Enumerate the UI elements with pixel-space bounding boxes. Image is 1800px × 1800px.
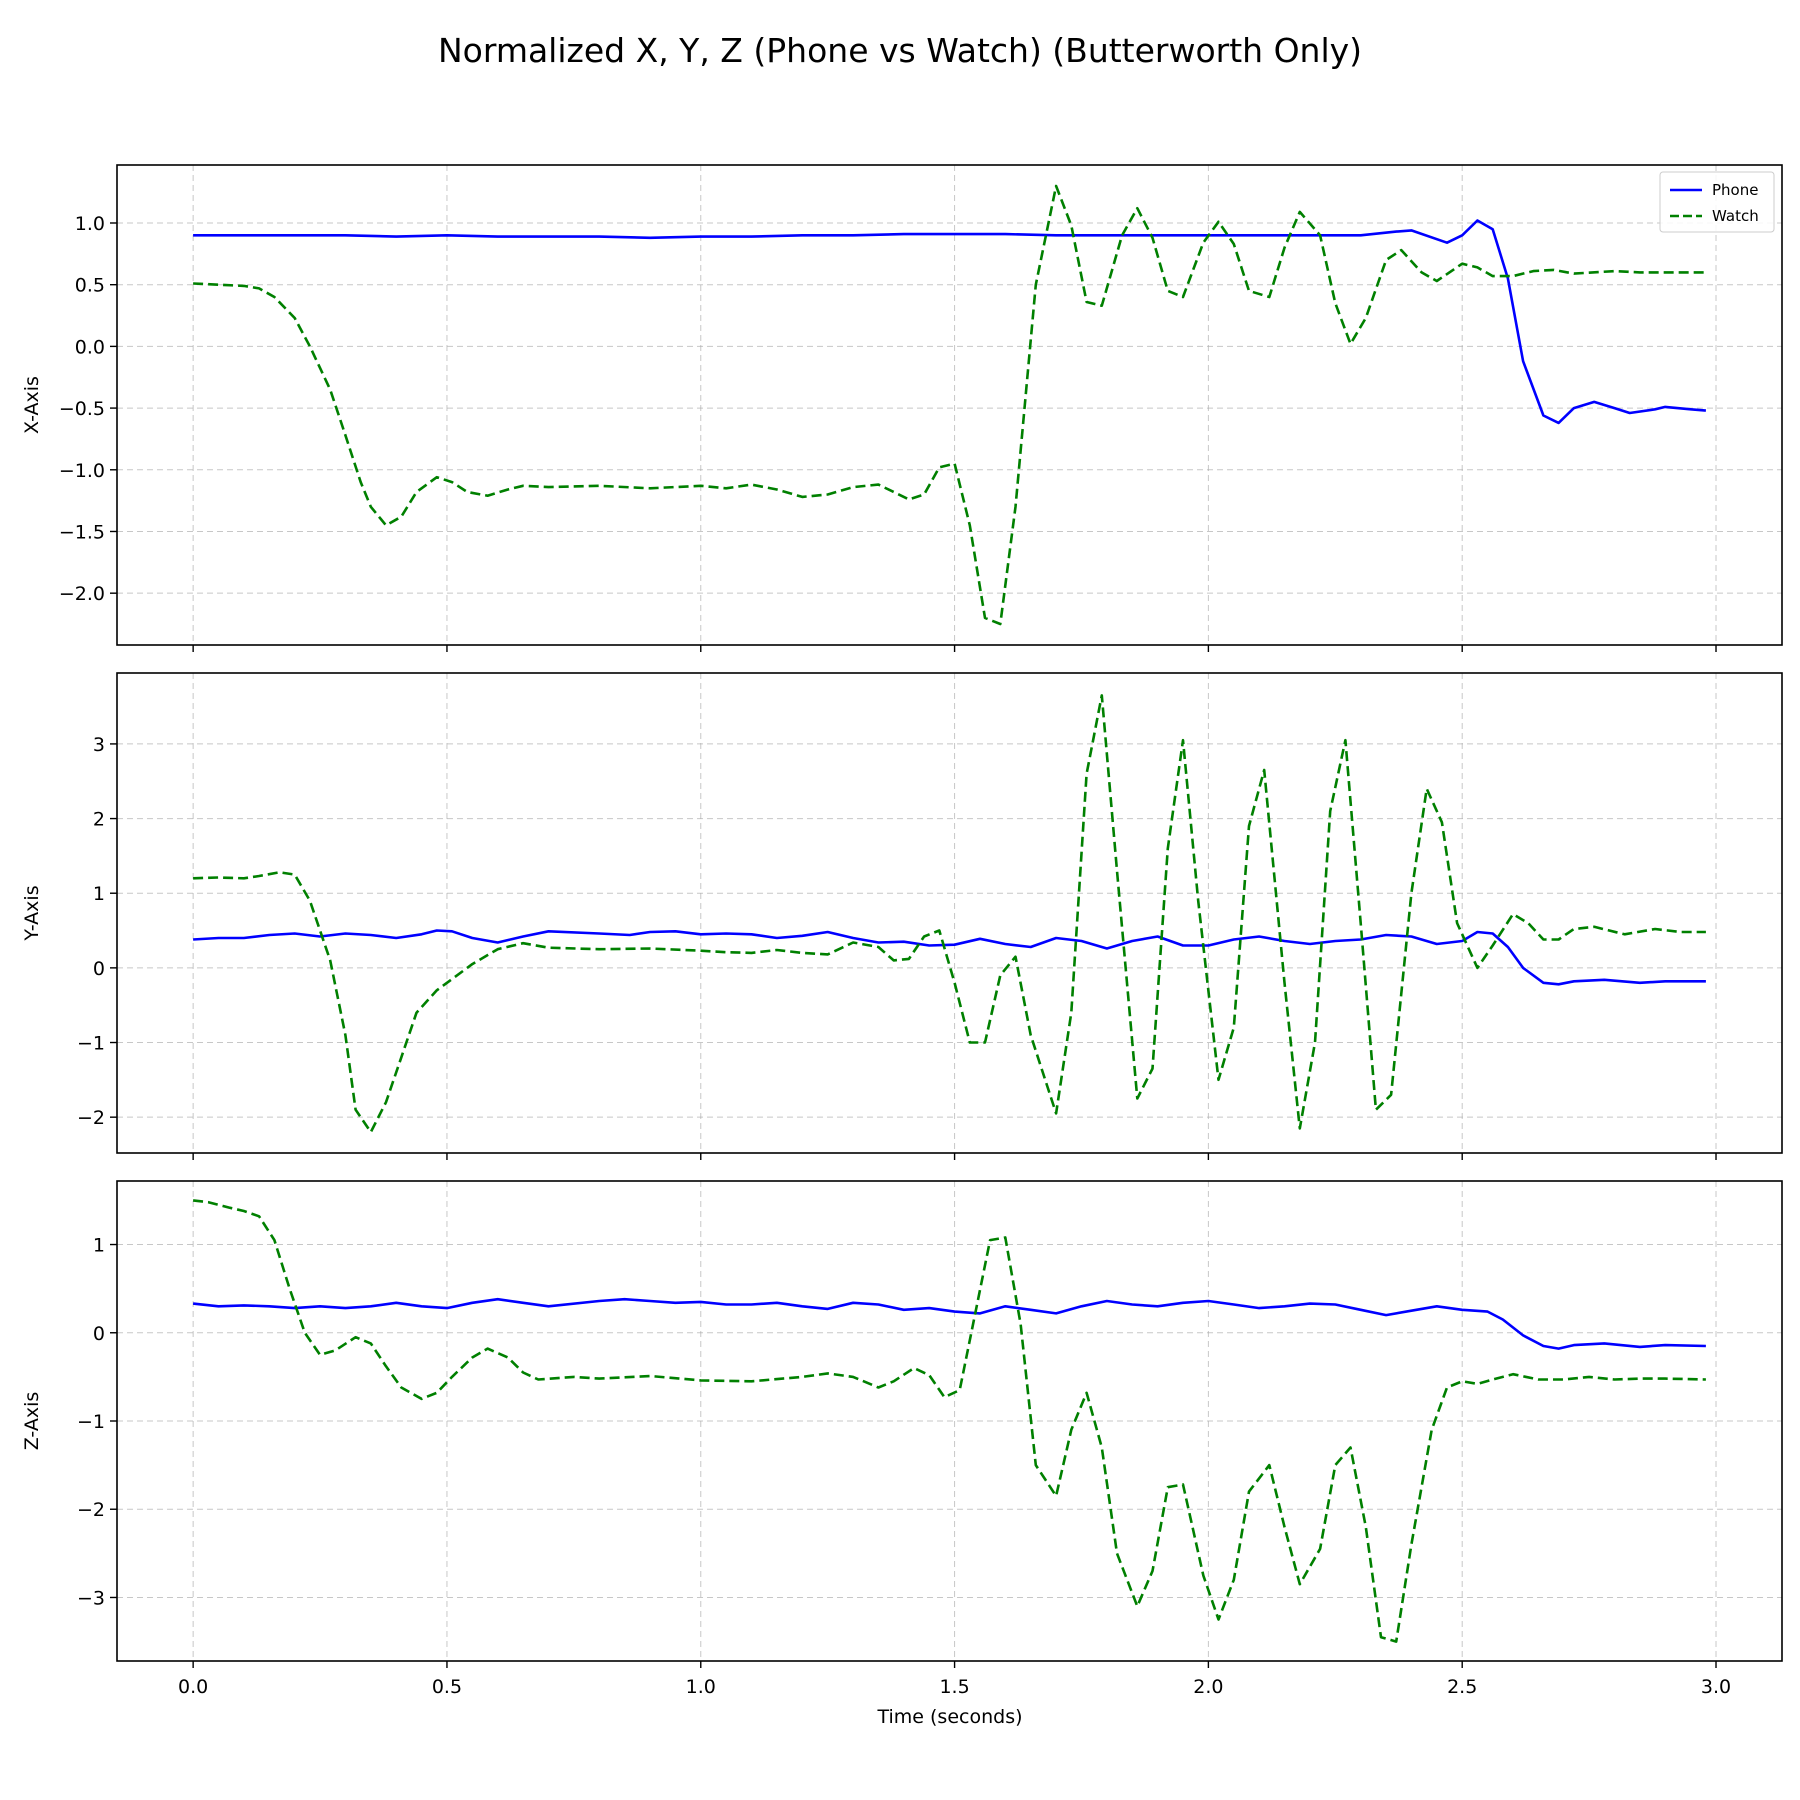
legend-label-watch: Watch (1712, 207, 1759, 225)
y-tick-label: 0.0 (75, 336, 105, 358)
series-line-watch (192, 1199, 1706, 1643)
series-line-watch (193, 184, 1706, 626)
series-line-phone (192, 1297, 1706, 1350)
y-axis-label: X-Axis (21, 376, 43, 434)
x-tick-label: 0.0 (178, 1676, 208, 1698)
y-tick-label: −1.5 (59, 521, 105, 543)
series-line-phone (193, 219, 1707, 425)
y-tick-label: −2.0 (59, 583, 105, 605)
y-tick-label: −3 (77, 1587, 105, 1609)
y-tick-label: 1 (93, 883, 105, 905)
y-tick-label: −1 (77, 1411, 105, 1433)
series-line-watch (193, 694, 1706, 1134)
x-tick-label: 2.0 (1193, 1676, 1223, 1698)
axes-frame (116, 672, 1783, 1154)
y-tick-label: 0 (93, 1323, 105, 1345)
y-tick-label: 0.5 (75, 275, 105, 297)
y-axis-label: Z-Axis (21, 1392, 43, 1451)
y-tick-label: 1 (93, 1235, 105, 1257)
subplot-z-axis: −3 −2 −1 0 1 0.0 0.5 1.0 1.5 2.0 2.5 3.0 Z-Axis (21, 1180, 1783, 1698)
y-tick-label: 2 (93, 809, 105, 831)
x-tick-label: 0.5 (432, 1676, 462, 1698)
y-tick-label: 0 (93, 958, 105, 980)
subplot-x-axis: −2.0 −1.5 −1.0 −0.5 0.0 0.5 1.0 X-Axis Phone Watc… (21, 164, 1783, 652)
x-tick-label: 2.5 (1447, 1676, 1477, 1698)
series-line-phone (193, 929, 1706, 986)
axes-frame (116, 164, 1783, 646)
legend: Phone Watch (1659, 171, 1775, 233)
x-tick-label: 1.0 (686, 1676, 716, 1698)
chart-title: Normalized X, Y, Z (Phone vs Watch) (But… (438, 31, 1362, 70)
y-tick-label: −0.5 (59, 398, 105, 420)
y-tick-label: 3 (93, 734, 105, 756)
legend-label-phone: Phone (1712, 181, 1758, 199)
y-tick-label: −1 (77, 1033, 105, 1055)
y-tick-label: −1.0 (59, 460, 105, 482)
x-tick-label: 3.0 (1701, 1676, 1731, 1698)
subplot-y-axis: −2 −1 0 1 2 3 Y-Axis (21, 672, 1783, 1160)
y-tick-label: 1.0 (75, 213, 105, 235)
y-tick-label: −2 (77, 1499, 105, 1521)
y-tick-label: −2 (77, 1107, 105, 1129)
x-axis-label: Time (seconds) (876, 1706, 1022, 1728)
x-tick-label: 1.5 (939, 1676, 969, 1698)
y-axis-label: Y-Axis (21, 885, 43, 941)
